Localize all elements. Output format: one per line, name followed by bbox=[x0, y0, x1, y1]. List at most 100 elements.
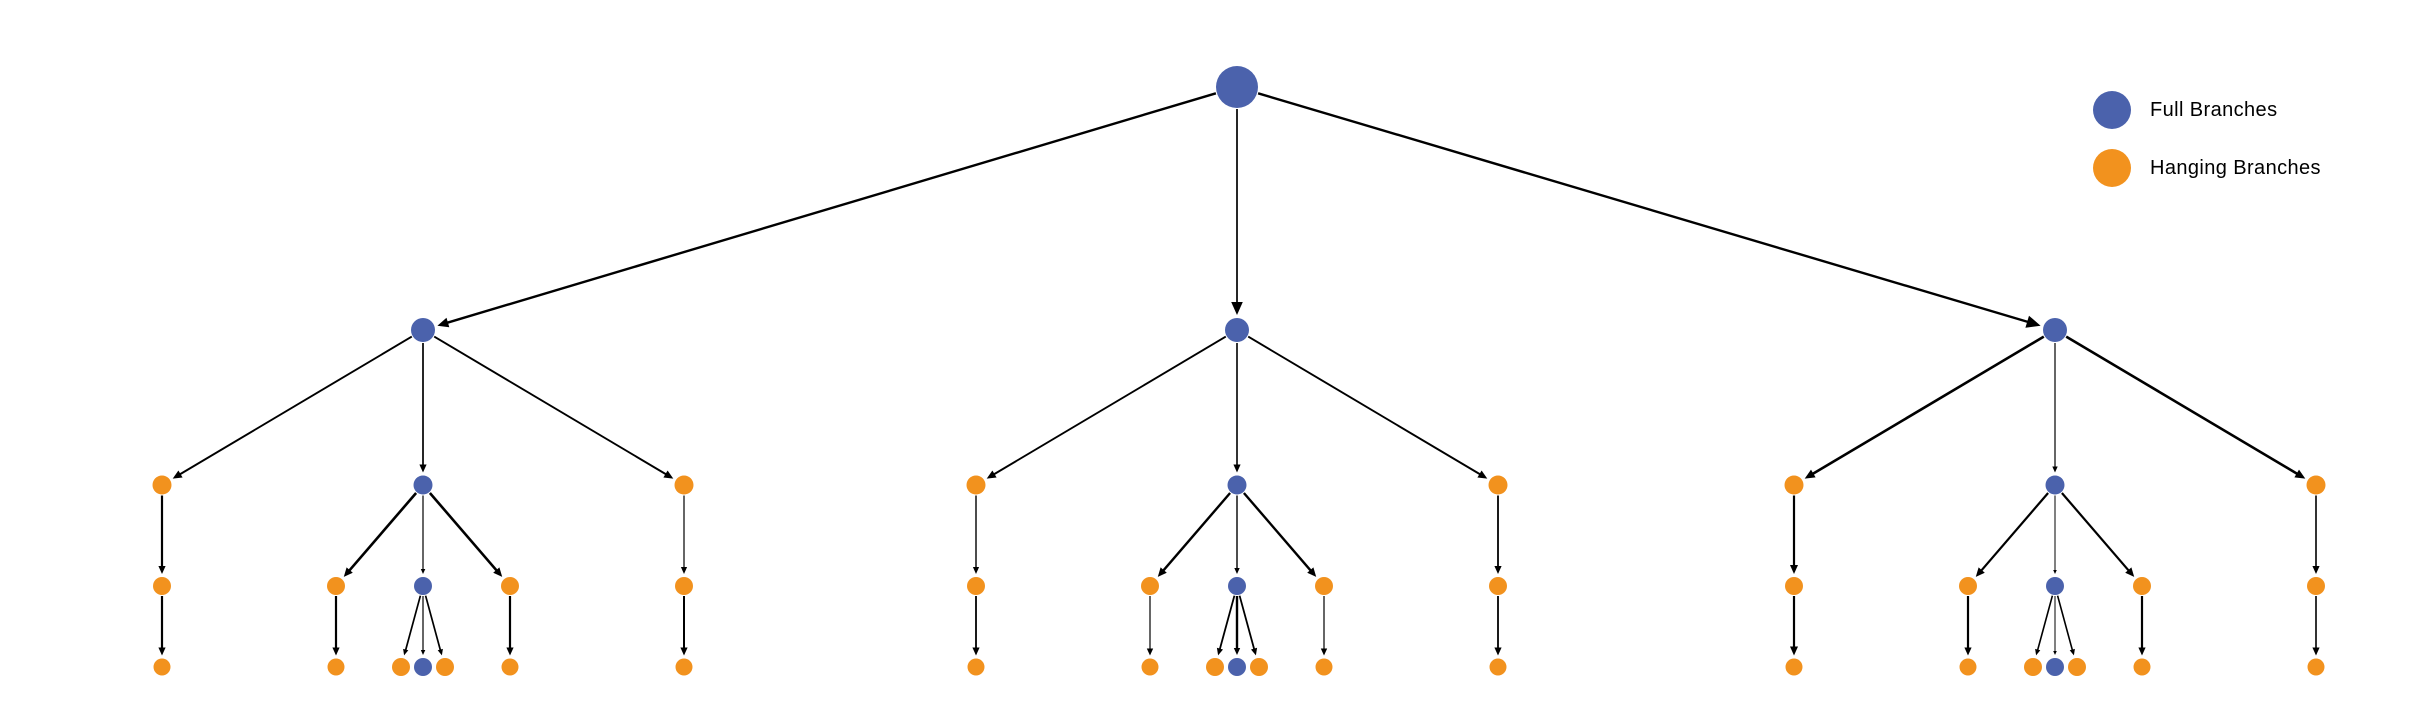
tree-edge-a2-a3r bbox=[433, 335, 667, 476]
tree-node-a5ll-hanging bbox=[153, 658, 171, 676]
legend: Full Branches Hanging Branches bbox=[2093, 91, 2321, 207]
edge-arrowhead-icon bbox=[1231, 302, 1243, 315]
edge-arrowhead-icon bbox=[986, 470, 997, 479]
tree-edge-b4mm-b5c1 bbox=[1218, 595, 1236, 650]
tree-node-c3r-hanging bbox=[2306, 475, 2326, 495]
tree-node-b3m-full bbox=[1227, 475, 1247, 495]
tree-node-b5ll-hanging bbox=[967, 658, 985, 676]
tree-edge-a4mm-a5c1 bbox=[404, 595, 422, 651]
edge-arrowhead-icon bbox=[343, 567, 353, 577]
tree-edge-a4mm-a5c3 bbox=[424, 595, 442, 651]
edge-arrowhead-icon bbox=[1790, 646, 1798, 656]
edge-arrowhead-icon bbox=[972, 647, 980, 656]
edge-arrowhead-icon bbox=[437, 317, 450, 328]
tree-node-c5ll-hanging bbox=[1785, 658, 1803, 676]
tree-node-a4ll-hanging bbox=[153, 577, 171, 595]
edge-arrowhead-icon bbox=[1234, 568, 1240, 574]
tree-node-a3l-hanging bbox=[152, 475, 172, 495]
tree-node-c4mm-full bbox=[2046, 577, 2064, 595]
edge-arrowhead-icon bbox=[158, 566, 166, 574]
tree-node-c2-full bbox=[2043, 318, 2067, 342]
edge-arrowhead-icon bbox=[420, 569, 426, 574]
tree-node-a5rr-hanging bbox=[675, 658, 693, 676]
edge-arrowhead-icon bbox=[972, 567, 980, 574]
edge-arrowhead-icon bbox=[332, 647, 340, 656]
tree-node-b3l-hanging bbox=[966, 475, 986, 495]
edge-arrowhead-icon bbox=[1964, 647, 1972, 656]
edge-arrowhead-icon bbox=[1307, 567, 1317, 577]
tree-edge-b2-b3r bbox=[1247, 335, 1481, 476]
edge-arrowhead-icon bbox=[680, 567, 688, 574]
edge-arrowhead-icon bbox=[2138, 647, 2146, 656]
edge-arrowhead-icon bbox=[1233, 464, 1241, 473]
tree-node-b5rr-hanging bbox=[1489, 658, 1507, 676]
tree-node-b5mr-hanging bbox=[1315, 658, 1333, 676]
tree-node-c4mr-hanging bbox=[2133, 577, 2151, 595]
hanging-branches-marker-icon bbox=[2093, 149, 2131, 187]
edge-arrowhead-icon bbox=[1233, 648, 1241, 655]
edge-arrowhead-icon bbox=[506, 647, 514, 656]
tree-edge-c2-c3r bbox=[2065, 335, 2299, 476]
tree-edge-root-c2 bbox=[1257, 92, 2029, 324]
tree-node-c5mr-hanging bbox=[2133, 658, 2151, 676]
tree-edge-c2-c3l bbox=[1811, 335, 2045, 476]
edge-arrowhead-icon bbox=[1251, 647, 1258, 656]
edge-arrowhead-icon bbox=[680, 647, 688, 656]
edge-arrowhead-icon bbox=[493, 567, 503, 577]
tree-edge-c4mm-c5c1 bbox=[2036, 595, 2054, 651]
tree-node-root-full bbox=[1216, 66, 1258, 108]
edge-arrowhead-icon bbox=[2312, 566, 2320, 574]
tree-node-a4ml-hanging bbox=[327, 577, 345, 595]
tree-node-c5ml-hanging bbox=[1959, 658, 1977, 676]
tree-edge-a2-a3l bbox=[179, 335, 413, 476]
edge-arrowhead-icon bbox=[437, 648, 443, 656]
legend-item-full-branches: Full Branches bbox=[2093, 91, 2321, 129]
edge-arrowhead-icon bbox=[2053, 651, 2057, 655]
tree-edge-b3m-b4ml bbox=[1162, 492, 1232, 572]
tree-node-b2-full bbox=[1225, 318, 1249, 342]
tree-node-b5ml-hanging bbox=[1141, 658, 1159, 676]
tree-node-a4mm-full bbox=[414, 577, 432, 595]
tree-edge-a3m-a4ml bbox=[348, 492, 418, 572]
edge-arrowhead-icon bbox=[2052, 466, 2058, 473]
tree-node-b4mm-full bbox=[1228, 577, 1246, 595]
tree-edge-b2-b3l bbox=[993, 335, 1227, 476]
legend-label-full-branches: Full Branches bbox=[2150, 98, 2278, 121]
edge-arrowhead-icon bbox=[1494, 647, 1502, 656]
tree-node-b5c3-hanging bbox=[1250, 658, 1268, 676]
tree-node-a5c1-hanging bbox=[392, 658, 410, 676]
tree-node-b5c2-full bbox=[1228, 658, 1246, 676]
tree-node-a4mr-hanging bbox=[501, 577, 519, 595]
edge-arrowhead-icon bbox=[420, 650, 426, 655]
tree-node-a3m-full bbox=[413, 475, 433, 495]
edge-arrowhead-icon bbox=[1790, 565, 1798, 574]
tree-node-a5c3-hanging bbox=[436, 658, 454, 676]
legend-label-hanging-branches: Hanging Branches bbox=[2150, 156, 2321, 179]
edge-arrowhead-icon bbox=[1477, 470, 1488, 479]
edge-arrowhead-icon bbox=[1320, 648, 1328, 656]
tree-edge-c3m-c4mr bbox=[2061, 492, 2130, 572]
tree-node-b4ll-hanging bbox=[967, 577, 985, 595]
full-branches-marker-icon bbox=[2093, 91, 2131, 129]
tree-node-b3r-hanging bbox=[1488, 475, 1508, 495]
legend-item-hanging-branches: Hanging Branches bbox=[2093, 149, 2321, 187]
tree-node-a5ml-hanging bbox=[327, 658, 345, 676]
tree-edge-c3m-c4ml bbox=[1980, 492, 2049, 572]
tree-edge-b3m-b4mr bbox=[1242, 492, 1312, 572]
edge-arrowhead-icon bbox=[158, 647, 166, 656]
edge-arrowhead-icon bbox=[2125, 567, 2135, 577]
edge-arrowhead-icon bbox=[1804, 469, 1816, 479]
edge-arrowhead-icon bbox=[2312, 647, 2320, 656]
tree-node-c5c2-full bbox=[2046, 658, 2064, 676]
edge-arrowhead-icon bbox=[419, 464, 427, 473]
tree-node-a2-full bbox=[411, 318, 435, 342]
edge-arrowhead-icon bbox=[1975, 567, 1985, 577]
tree-node-c4rr-hanging bbox=[2307, 577, 2325, 595]
edge-arrowhead-icon bbox=[663, 470, 674, 479]
tree-edge-a3m-a4mr bbox=[428, 492, 498, 572]
edge-arrowhead-icon bbox=[2294, 469, 2306, 479]
tree-node-b5c1-hanging bbox=[1206, 658, 1224, 676]
tree-edge-b4mm-b5c3 bbox=[1238, 595, 1256, 650]
